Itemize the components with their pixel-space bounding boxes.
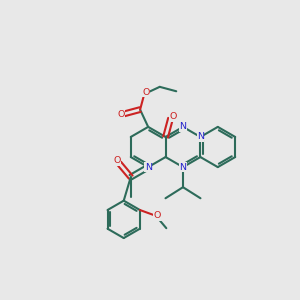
Text: O: O xyxy=(118,110,125,118)
Text: N: N xyxy=(145,163,152,172)
Text: N: N xyxy=(197,133,204,142)
Text: O: O xyxy=(142,88,149,97)
Text: O: O xyxy=(154,212,161,220)
Text: O: O xyxy=(114,156,121,165)
Text: O: O xyxy=(169,112,177,121)
Text: N: N xyxy=(179,163,187,172)
Text: N: N xyxy=(179,122,187,131)
